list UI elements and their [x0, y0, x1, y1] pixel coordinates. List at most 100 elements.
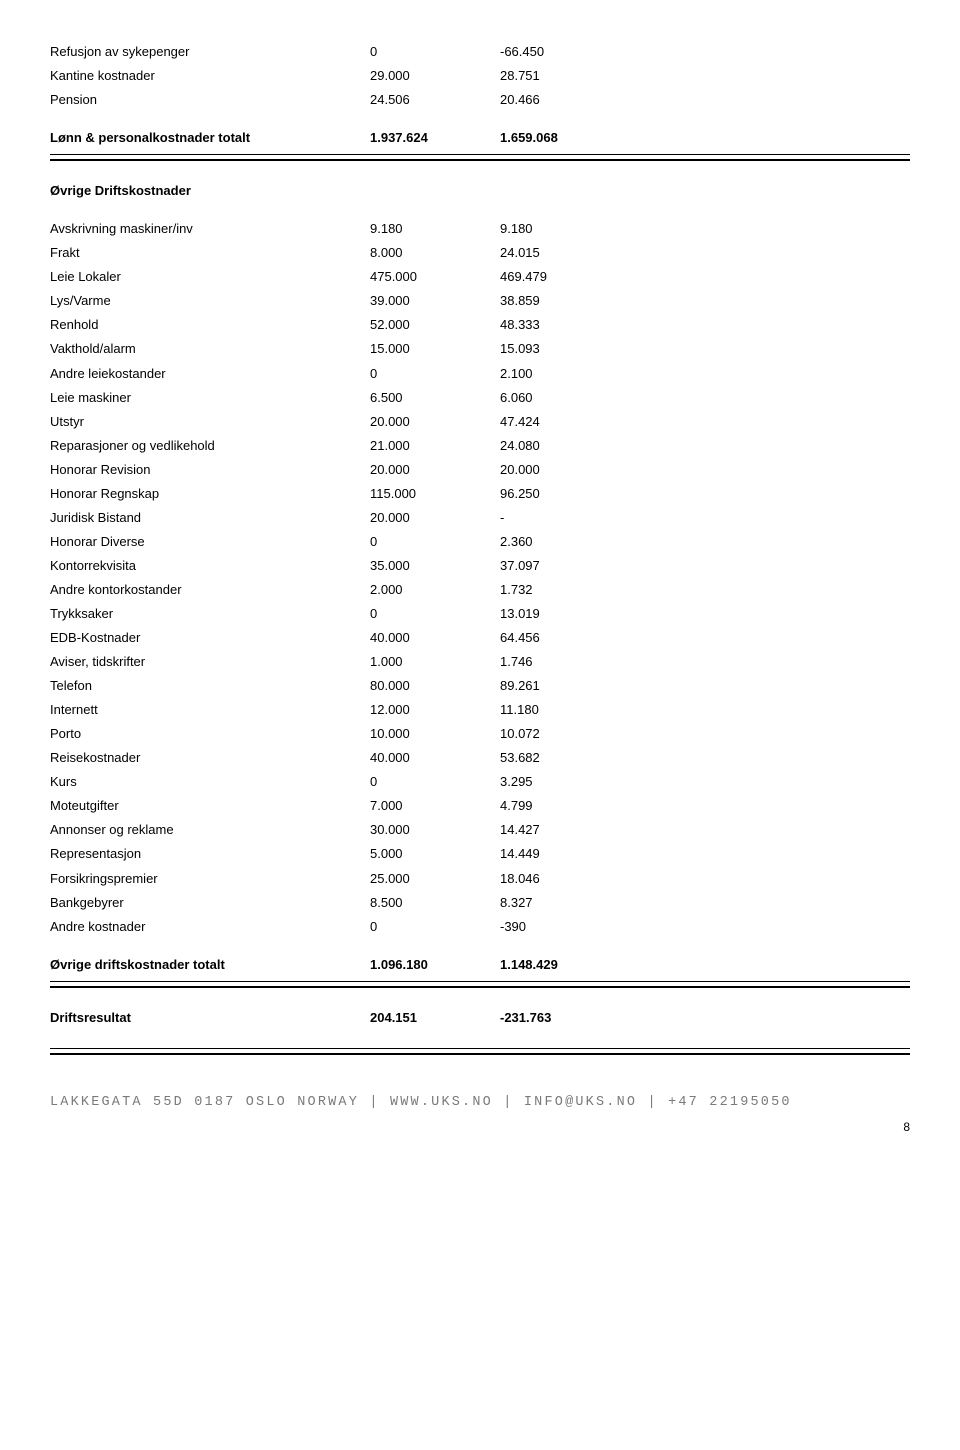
row-label: Forsikringspremier — [50, 867, 370, 891]
table-row: Reisekostnader40.00053.682 — [50, 746, 910, 770]
table-row: Honorar Diverse02.360 — [50, 530, 910, 554]
row-label: Kurs — [50, 770, 370, 794]
table-row: Refusjon av sykepenger0-66.450 — [50, 40, 910, 64]
table-row: Telefon80.00089.261 — [50, 674, 910, 698]
table-row: Utstyr20.00047.424 — [50, 410, 910, 434]
row-col1: 6.500 — [370, 386, 500, 410]
row-col1: 0 — [370, 770, 500, 794]
table-row: Bankgebyrer8.5008.327 — [50, 891, 910, 915]
row-col1: 9.180 — [370, 217, 500, 241]
table-row: Frakt8.00024.015 — [50, 241, 910, 265]
row-col2: 48.333 — [500, 313, 630, 337]
row-col1: 475.000 — [370, 265, 500, 289]
divider — [50, 981, 910, 982]
row-col1: 0 — [370, 530, 500, 554]
row-col1: 40.000 — [370, 626, 500, 650]
row-col2: 20.000 — [500, 458, 630, 482]
row-col2: 64.456 — [500, 626, 630, 650]
row-label: Reisekostnader — [50, 746, 370, 770]
table-row: Juridisk Bistand20.000- — [50, 506, 910, 530]
row-col1: 7.000 — [370, 794, 500, 818]
row-col1: 5.000 — [370, 842, 500, 866]
page-number: 8 — [50, 1120, 910, 1134]
table-row: Kurs03.295 — [50, 770, 910, 794]
row-label: Pension — [50, 88, 370, 112]
row-col2: 2.100 — [500, 362, 630, 386]
personnel-total-row: Lønn & personalkostnader totalt 1.937.62… — [50, 126, 910, 150]
row-label: Avskrivning maskiner/inv — [50, 217, 370, 241]
row-col1: 0 — [370, 602, 500, 626]
row-label: Telefon — [50, 674, 370, 698]
row-col2: 37.097 — [500, 554, 630, 578]
table-row: Vakthold/alarm15.00015.093 — [50, 337, 910, 361]
total-c2: 1.148.429 — [500, 953, 630, 977]
row-label: Andre kontorkostander — [50, 578, 370, 602]
total-c1: 1.096.180 — [370, 953, 500, 977]
row-col2: 8.327 — [500, 891, 630, 915]
row-col1: 15.000 — [370, 337, 500, 361]
row-col2: 4.799 — [500, 794, 630, 818]
row-col1: 25.000 — [370, 867, 500, 891]
row-col1: 0 — [370, 40, 500, 64]
row-col2: 89.261 — [500, 674, 630, 698]
row-label: Reparasjoner og vedlikehold — [50, 434, 370, 458]
row-label: Refusjon av sykepenger — [50, 40, 370, 64]
row-col2: 38.859 — [500, 289, 630, 313]
row-col1: 52.000 — [370, 313, 500, 337]
row-label: Juridisk Bistand — [50, 506, 370, 530]
row-col2: 3.295 — [500, 770, 630, 794]
row-label: Porto — [50, 722, 370, 746]
table-row: Forsikringspremier25.00018.046 — [50, 867, 910, 891]
row-col2: 53.682 — [500, 746, 630, 770]
row-col2: 18.046 — [500, 867, 630, 891]
table-row: Leie Lokaler475.000469.479 — [50, 265, 910, 289]
operating-total-row: Øvrige driftskostnader totalt 1.096.180 … — [50, 953, 910, 977]
row-label: Representasjon — [50, 842, 370, 866]
row-col2: 10.072 — [500, 722, 630, 746]
row-col2: 24.015 — [500, 241, 630, 265]
row-label: Lys/Varme — [50, 289, 370, 313]
row-col2: 2.360 — [500, 530, 630, 554]
row-col1: 0 — [370, 915, 500, 939]
row-col1: 10.000 — [370, 722, 500, 746]
row-col2: 1.732 — [500, 578, 630, 602]
row-label: Internett — [50, 698, 370, 722]
row-label: Andre leiekostander — [50, 362, 370, 386]
row-col1: 21.000 — [370, 434, 500, 458]
row-col1: 39.000 — [370, 289, 500, 313]
table-row: Leie maskiner6.5006.060 — [50, 386, 910, 410]
table-row: Representasjon5.00014.449 — [50, 842, 910, 866]
result-c2: -231.763 — [500, 1006, 630, 1030]
table-row: Reparasjoner og vedlikehold21.00024.080 — [50, 434, 910, 458]
divider — [50, 986, 910, 988]
divider — [50, 159, 910, 161]
total-c2: 1.659.068 — [500, 126, 630, 150]
row-col1: 29.000 — [370, 64, 500, 88]
table-row: Avskrivning maskiner/inv9.1809.180 — [50, 217, 910, 241]
row-label: Renhold — [50, 313, 370, 337]
row-col2: 20.466 — [500, 88, 630, 112]
table-row: Moteutgifter7.0004.799 — [50, 794, 910, 818]
row-col2: 13.019 — [500, 602, 630, 626]
row-col1: 0 — [370, 362, 500, 386]
row-label: Honorar Revision — [50, 458, 370, 482]
table-row: Renhold52.00048.333 — [50, 313, 910, 337]
table-row: Internett12.00011.180 — [50, 698, 910, 722]
section2-title-row: Øvrige Driftskostnader — [50, 179, 910, 203]
row-col1: 20.000 — [370, 458, 500, 482]
row-label: Leie Lokaler — [50, 265, 370, 289]
row-col1: 115.000 — [370, 482, 500, 506]
row-label: Kantine kostnader — [50, 64, 370, 88]
row-col1: 20.000 — [370, 506, 500, 530]
row-col1: 8.500 — [370, 891, 500, 915]
row-col1: 1.000 — [370, 650, 500, 674]
table-row: Honorar Regnskap115.00096.250 — [50, 482, 910, 506]
row-label: Honorar Regnskap — [50, 482, 370, 506]
table-row: Honorar Revision20.00020.000 — [50, 458, 910, 482]
row-label: Annonser og reklame — [50, 818, 370, 842]
row-col2: 14.427 — [500, 818, 630, 842]
row-label: Moteutgifter — [50, 794, 370, 818]
table-row: Lys/Varme39.00038.859 — [50, 289, 910, 313]
section2-title: Øvrige Driftskostnader — [50, 179, 370, 203]
table-row: Andre kostnader0-390 — [50, 915, 910, 939]
